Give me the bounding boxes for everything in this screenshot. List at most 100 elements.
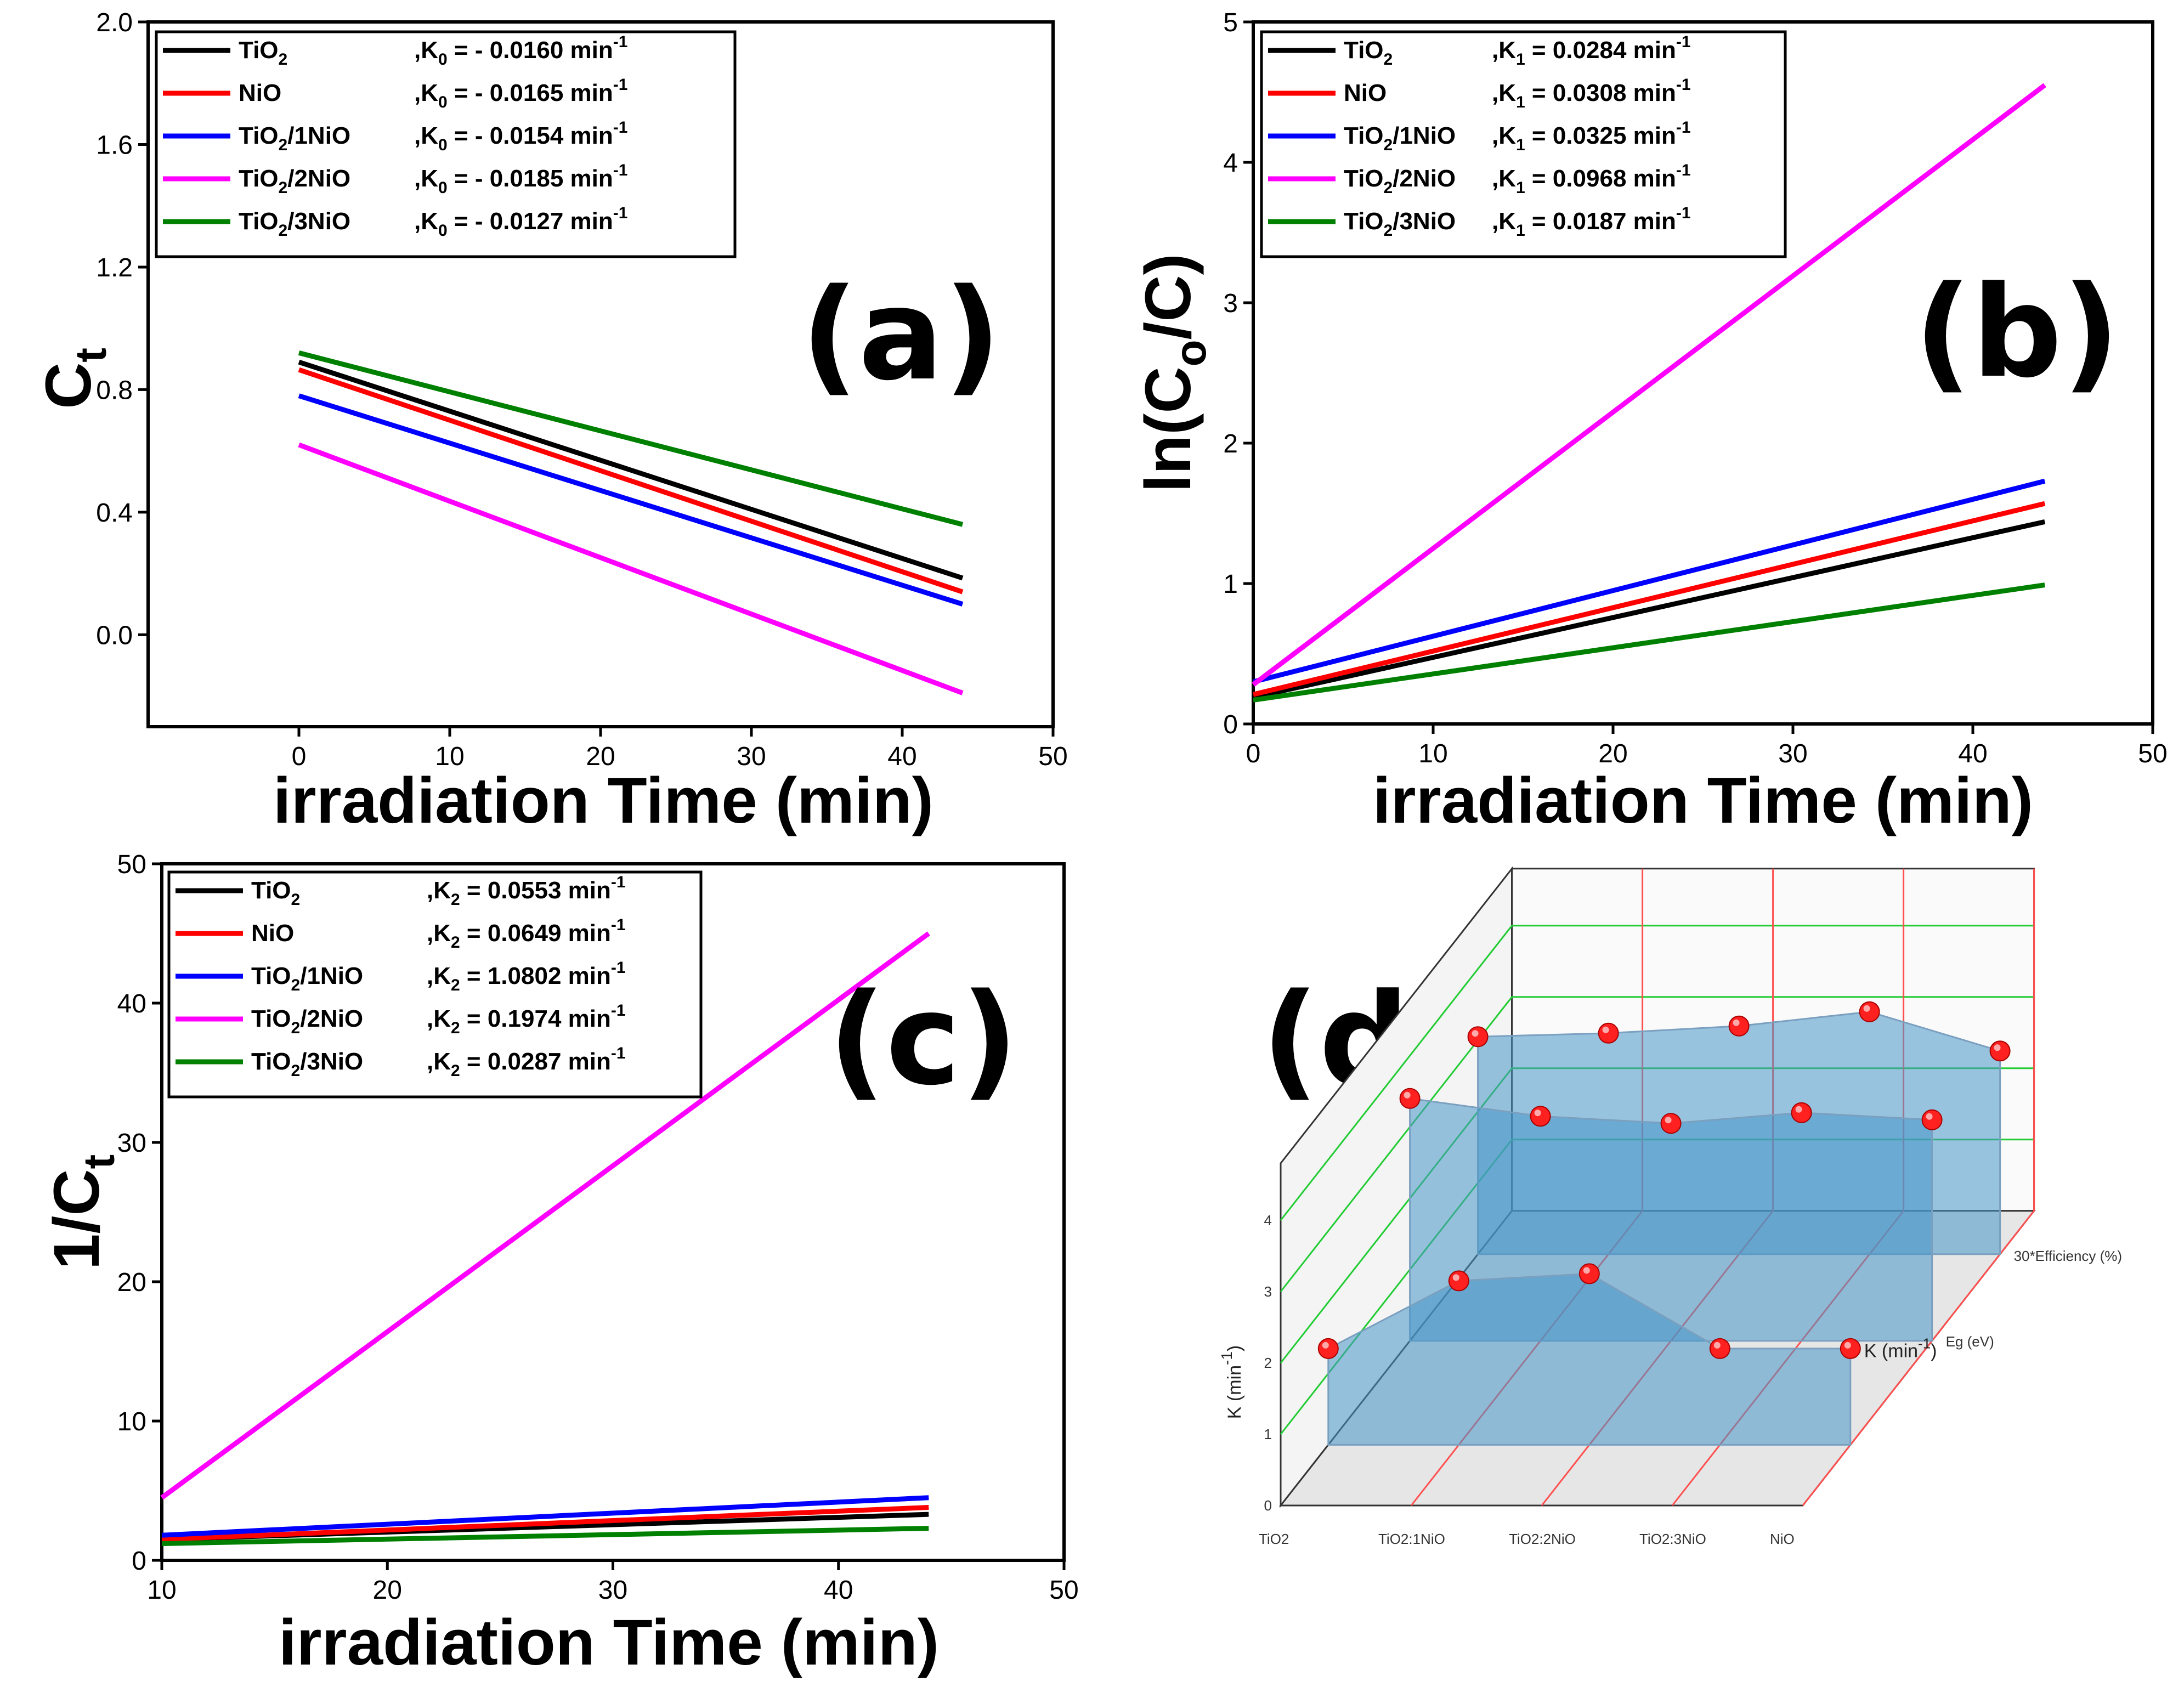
legend-rate-sub: 0 — [438, 136, 448, 154]
x-tick-label: 40 — [1958, 739, 1987, 768]
panel-d-ylabel-close: ) — [1224, 1345, 1245, 1351]
y-tick-label: 30 — [117, 1129, 146, 1158]
legend-rate: ,K1 = 0.0284 min-1 — [1492, 33, 1691, 69]
data-point — [1530, 1106, 1551, 1127]
legend-entry-name: NiO — [251, 920, 294, 947]
panel-b-ylabel-sub: o — [1166, 340, 1215, 367]
legend-rate-label: ,K — [427, 1005, 451, 1032]
legend-rate-label: ,K — [414, 80, 438, 106]
legend-rate-sub: 1 — [1516, 93, 1525, 111]
legend-sub: 2 — [291, 1062, 301, 1080]
legend-rate-sub: 1 — [1516, 222, 1525, 240]
legend-sub: 2 — [291, 1019, 301, 1037]
legend-box — [155, 30, 737, 258]
panel-d-ylabel-sup: -1 — [1218, 1351, 1235, 1365]
legend-rate-sub: 1 — [1516, 50, 1525, 69]
legend-entry-rest: /2NiO — [300, 1005, 363, 1032]
legend-entry-rest: /3NiO — [1393, 208, 1456, 235]
panel-a-label: (a) — [801, 262, 1001, 409]
series-line-TiO2-1NiO — [161, 1495, 929, 1538]
legend-entry-name: TiO — [1344, 37, 1384, 64]
legend-sub: 2 — [291, 891, 301, 909]
panel-b-line-chart: 0 10 20 30 40 50 0 1 2 3 4 5 (b) irradiation Time (… — [1132, 8, 2168, 837]
legend-rate: ,K0 = - 0.0127 min-1 — [414, 204, 627, 240]
legend-rate: ,K2 = 0.1974 min-1 — [427, 1001, 626, 1037]
panel-a-series-lines — [298, 350, 964, 695]
series-label-k-main: K (min — [1864, 1340, 1918, 1361]
legend-rate-sub: 0 — [438, 222, 448, 240]
z-tick-label: 0 — [1264, 1497, 1272, 1514]
panel-c-legend: TiO2 ,K2 = 0.0553 min-1NiO ,K2 = 0.0649 mi… — [167, 870, 703, 1099]
panel-a-line-chart: 0 10 20 30 40 500.00.40.81.21.62.0 (a) irradi… — [32, 8, 1068, 837]
legend-entry-rest: /1NiO — [287, 122, 350, 149]
legend-rate-label: ,K — [427, 1048, 451, 1075]
legend-rate-sup: -1 — [1676, 161, 1691, 179]
panel-c-label: (c) — [828, 967, 1019, 1113]
legend-rate-sub: 2 — [451, 891, 460, 909]
legend-rate: ,K0 = - 0.0185 min-1 — [414, 161, 627, 197]
legend-entry-name: TiO — [1344, 165, 1384, 192]
data-point — [1989, 1040, 2011, 1062]
y-tick-label: 4 — [1223, 149, 1238, 178]
x-tick-label: 10 — [147, 1576, 176, 1605]
data-point-highlight — [1583, 1267, 1590, 1274]
legend-entry: TiO2/3NiO — [239, 208, 350, 240]
panel-d-ylabel-main: K (min — [1224, 1365, 1245, 1419]
legend-rate: ,K1 = 0.0308 min-1 — [1492, 76, 1691, 111]
legend-rate: ,K2 = 0.0287 min-1 — [427, 1044, 626, 1080]
legend-rate-value: = 0.0553 min — [460, 877, 611, 904]
data-point-highlight — [1665, 1117, 1672, 1124]
legend-entry-name: TiO — [239, 165, 279, 192]
legend-sub: 2 — [291, 976, 301, 994]
x-tick-label: 20 — [1598, 739, 1627, 768]
series-line-TiO2 — [298, 359, 964, 581]
data-point — [1660, 1113, 1682, 1134]
series-line-TiO2-2NiO — [160, 931, 930, 1500]
data-point-highlight — [1472, 1030, 1479, 1037]
x-tick-label: 40 — [824, 1576, 853, 1605]
y-tick-label: 1 — [1223, 570, 1238, 599]
data-point — [1448, 1270, 1469, 1292]
y-tick-label: 1.2 — [96, 253, 133, 282]
legend-rate-label: ,K — [1492, 208, 1516, 235]
data-point — [1598, 1022, 1619, 1044]
legend-rate-sup: -1 — [611, 1044, 626, 1062]
x-tick-label: 20 — [373, 1576, 402, 1605]
panel-a-ylabel-main: C — [32, 363, 105, 409]
legend-rate: ,K1 = 0.0325 min-1 — [1492, 118, 1691, 154]
data-point — [1709, 1338, 1730, 1359]
legend-rate-value: = 0.1974 min — [460, 1005, 611, 1032]
legend-rate-sub: 0 — [438, 179, 448, 197]
legend-rate-sub: 2 — [451, 1062, 460, 1080]
y-tick-label: 0.0 — [96, 621, 133, 650]
legend-rate-label: ,K — [414, 165, 438, 192]
data-point-highlight — [1733, 1019, 1740, 1026]
y-tick-label: 50 — [117, 850, 146, 879]
legend-entry-name: TiO — [251, 1005, 291, 1032]
legend-entry: NiO — [251, 920, 294, 947]
legend-rate-value: = - 0.0160 min — [448, 37, 613, 64]
legend-entry-name: TiO — [251, 1048, 291, 1075]
legend-rate-label: ,K — [1492, 37, 1516, 64]
legend-entry-name: NiO — [1344, 80, 1387, 106]
x-tick-label: 30 — [598, 1576, 627, 1605]
data-point-highlight — [1452, 1274, 1459, 1281]
y-tick-label: 3 — [1223, 289, 1238, 318]
y-tick-label: 0 — [132, 1547, 146, 1576]
category-label: NiO — [1770, 1531, 1795, 1547]
legend-entry-rest: /3NiO — [300, 1048, 363, 1075]
legend-rate-sup: -1 — [611, 959, 626, 977]
legend-rate-sup: -1 — [1676, 118, 1691, 137]
data-point — [1317, 1338, 1339, 1359]
panel-a-ticks: 0 10 20 30 40 500.00.40.81.21.62.0 — [96, 8, 1067, 771]
panel-a-ylabel: Ct — [32, 348, 115, 409]
y-tick-label: 0.8 — [96, 376, 133, 405]
legend-entry-name: NiO — [239, 80, 281, 106]
data-point — [1467, 1026, 1489, 1048]
series-line-TiO2-1NiO — [298, 393, 964, 607]
series-label-efficiency: 30*Efficiency (%) — [2014, 1248, 2123, 1264]
